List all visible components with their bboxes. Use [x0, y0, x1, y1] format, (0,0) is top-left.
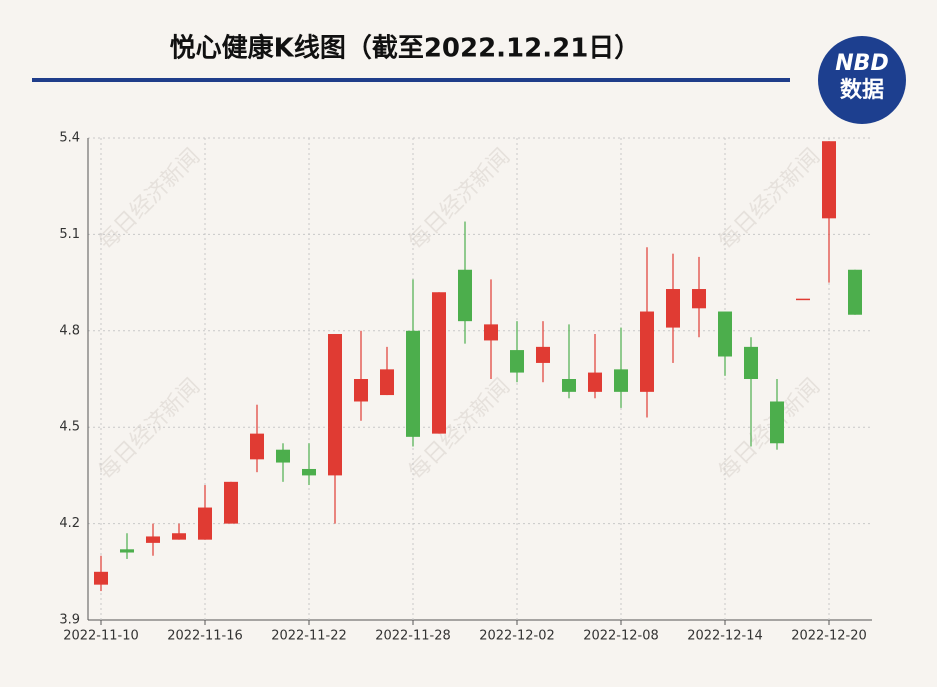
candle-body — [692, 289, 706, 309]
candle-body — [432, 292, 446, 434]
candle-body — [484, 324, 498, 341]
chart-title: 悦心健康K线图（截至2022.12.21日） — [170, 33, 641, 64]
candle-body — [198, 507, 212, 540]
candle-body — [588, 372, 602, 392]
y-tick-label: 4.2 — [59, 516, 80, 531]
candle-body — [406, 330, 420, 437]
candle-body — [666, 289, 680, 328]
candle-body — [302, 468, 316, 476]
candle-body — [640, 311, 654, 392]
candle-body — [224, 481, 238, 524]
y-tick-label: 4.8 — [59, 323, 80, 338]
candle-body — [744, 346, 758, 379]
candle-body — [510, 350, 524, 373]
y-tick-label: 3.9 — [59, 613, 80, 628]
candle-body — [718, 311, 732, 357]
x-tick-label: 2022-12-14 — [687, 629, 763, 644]
candle-body — [380, 369, 394, 396]
logo-top: NBD — [835, 51, 888, 76]
x-tick-label: 2022-11-22 — [271, 629, 347, 644]
y-tick-label: 5.1 — [59, 227, 80, 242]
candle-body — [822, 141, 836, 219]
y-tick-label: 4.5 — [59, 420, 80, 435]
x-tick-label: 2022-11-28 — [375, 629, 451, 644]
candle-body — [172, 533, 186, 540]
candle-body — [614, 369, 628, 392]
x-tick-label: 2022-12-02 — [479, 629, 555, 644]
x-tick-label: 2022-11-10 — [63, 629, 139, 644]
x-tick-label: 2022-12-20 — [791, 629, 867, 644]
candle-body — [458, 269, 472, 322]
candle-body — [120, 549, 134, 553]
title-rule — [32, 78, 790, 82]
candle-body — [796, 298, 810, 301]
logo — [818, 36, 906, 124]
x-tick-label: 2022-12-08 — [583, 629, 659, 644]
x-tick-label: 2022-11-16 — [167, 629, 243, 644]
candle-body — [770, 401, 784, 444]
candle-body — [276, 449, 290, 463]
candle-body — [354, 379, 368, 402]
candle-body — [536, 346, 550, 363]
candle-body — [328, 334, 342, 476]
candle-body — [562, 379, 576, 392]
candle-body — [94, 571, 108, 585]
candle-body — [146, 536, 160, 543]
candle-body — [848, 269, 862, 315]
logo-bottom: 数据 — [840, 77, 884, 103]
y-tick-label: 5.4 — [59, 131, 80, 146]
candle-body — [250, 433, 264, 460]
